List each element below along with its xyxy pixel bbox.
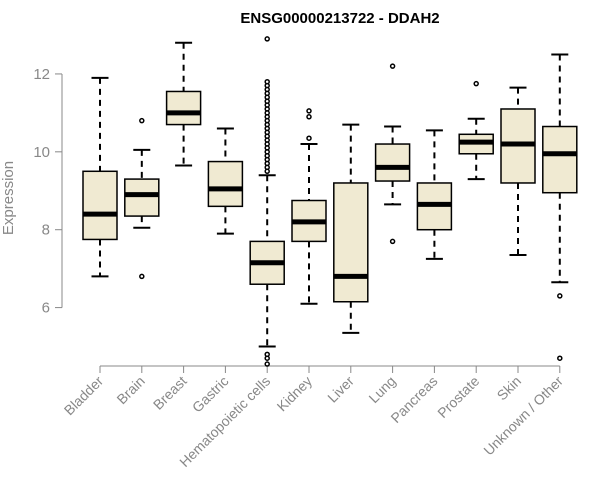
outlier-point	[264, 355, 270, 361]
outlier-point	[139, 117, 145, 124]
box-iqr	[333, 182, 369, 303]
chart-title: ENSG00000213722 - DDAH2	[240, 10, 439, 27]
x-tick-label: Brain	[113, 373, 147, 407]
outlier-point	[264, 36, 270, 42]
outlier-point	[139, 273, 145, 280]
box-group	[124, 117, 160, 280]
outlier-point	[264, 361, 270, 367]
outlier-point	[306, 135, 312, 141]
box-group	[249, 36, 285, 367]
box-group	[82, 76, 118, 278]
outlier-point	[264, 168, 270, 175]
x-tick-label: Liver	[324, 373, 357, 406]
y-axis: 6 8 10 12	[33, 66, 63, 317]
y-tick-label: 6	[42, 300, 50, 317]
y-tick-label: 10	[33, 144, 50, 161]
y-tick-label: 8	[42, 222, 50, 239]
box-iqr	[165, 90, 202, 126]
x-tick-label: Skin	[494, 373, 525, 404]
box-group	[542, 53, 578, 361]
y-tick-label: 12	[33, 66, 50, 83]
box-group	[165, 41, 202, 167]
box-group	[374, 63, 411, 245]
box-group	[416, 129, 453, 260]
box-iqr	[374, 143, 411, 182]
box-group	[333, 123, 369, 334]
outlier-point	[306, 108, 312, 114]
box-iqr	[207, 160, 244, 208]
outlier-point	[473, 80, 479, 87]
box-iqr	[124, 178, 160, 217]
boxes-layer	[82, 36, 578, 367]
box-group	[458, 80, 494, 181]
y-axis-label: Expression	[0, 161, 17, 235]
outlier-point	[557, 355, 563, 361]
outlier-point	[389, 63, 396, 69]
outlier-point	[306, 114, 312, 120]
box-group	[291, 108, 327, 305]
x-tick-label: Bladder	[61, 373, 107, 419]
outlier-point	[389, 238, 396, 245]
x-tick-label: Kidney	[274, 373, 316, 415]
box-group	[207, 127, 244, 235]
outlier-point	[557, 293, 563, 299]
x-tick-label: Prostate	[434, 373, 482, 421]
x-tick-label: Lung	[365, 373, 398, 406]
box-iqr	[542, 125, 578, 194]
box-iqr	[82, 170, 118, 241]
x-tick-label: Unknown / Other	[480, 373, 566, 459]
x-tick-label: Breast	[150, 373, 190, 413]
box-group	[500, 86, 536, 257]
